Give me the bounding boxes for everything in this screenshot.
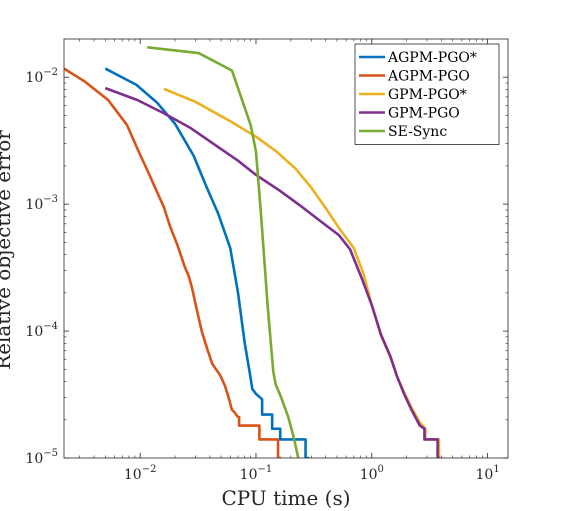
x-tick-label: 100 xyxy=(360,464,384,483)
legend: AGPM-PGO* AGPM-PGO GPM-PGO* GPM-PGO SE-Sync xyxy=(354,43,500,145)
series-line-se-sync xyxy=(147,46,300,458)
y-tick-label: 10−4 xyxy=(25,321,58,340)
series-line-gpm-pgo xyxy=(104,86,440,458)
x-axis-title: CPU time (s) xyxy=(221,486,350,510)
series-line-agpm-pgo xyxy=(64,67,282,458)
x-tick-label: 10−2 xyxy=(124,464,157,483)
legend-label-se-sync: SE-Sync xyxy=(388,124,447,140)
tick-layer: 10−2 10−1 100 101 10−5 10−4 10−3 10−2 xyxy=(25,39,508,483)
series-line-agpm-pgo-star xyxy=(104,67,309,458)
y-tick-label: 10−5 xyxy=(25,448,58,467)
legend-label-gpm-pgo-star: GPM-PGO* xyxy=(388,87,467,103)
y-tick-label: 10−2 xyxy=(25,67,58,86)
x-tick-label: 101 xyxy=(476,464,500,483)
y-axis-title: Relative objective error xyxy=(0,130,15,370)
legend-label-agpm-pgo: AGPM-PGO xyxy=(387,69,470,85)
y-tick-label: 10−3 xyxy=(25,194,58,213)
legend-label-gpm-pgo: GPM-PGO xyxy=(388,106,460,122)
series-layer xyxy=(64,46,441,458)
x-tick-label: 10−1 xyxy=(240,464,273,483)
legend-label-agpm-pgo-star: AGPM-PGO* xyxy=(387,50,477,66)
plot-frame xyxy=(63,38,509,459)
